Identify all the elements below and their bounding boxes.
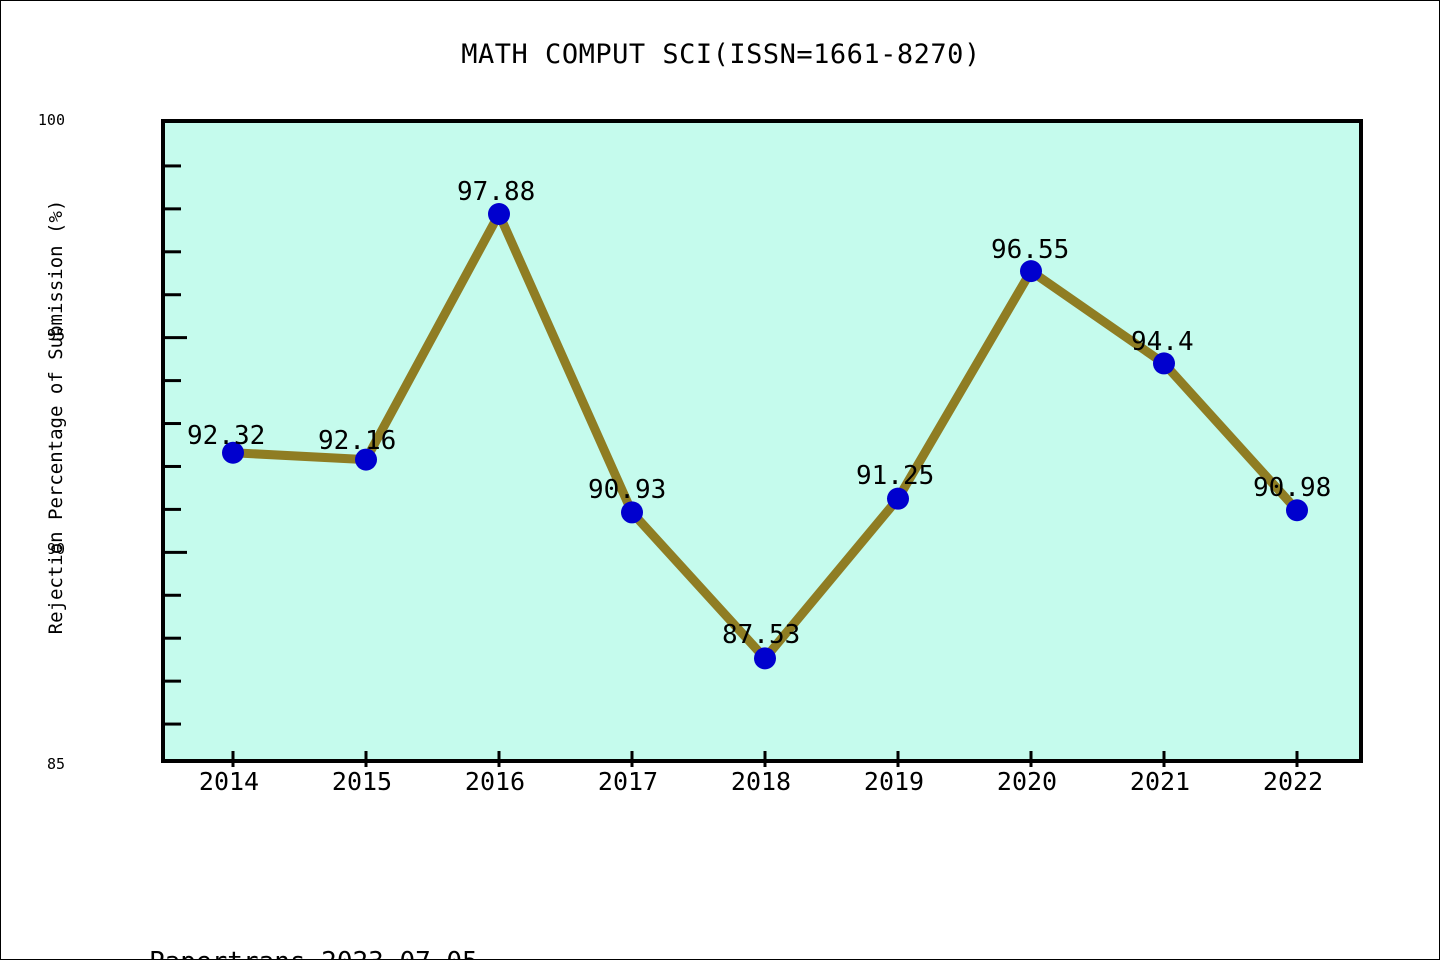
plot-area <box>161 119 1363 767</box>
y-major-ticks <box>165 336 187 554</box>
point-label-2017: 90.93 <box>588 475 667 505</box>
x-tick-label-2022: 2022 <box>1262 767 1324 796</box>
point-label-2022: 90.98 <box>1253 473 1332 503</box>
y-axis-title: Rejection Percentage of Submission (%) <box>45 199 67 635</box>
x-tick-label-2017: 2017 <box>597 767 659 796</box>
point-label-2021: 94.4 <box>1131 327 1194 357</box>
data-point-marker <box>1286 499 1308 522</box>
x-tick-label-2016: 2016 <box>464 767 526 796</box>
y-tick-label-95: 95 <box>46 326 65 344</box>
footer-date: Papertrans 2023-07-05 <box>149 937 478 959</box>
data-point-marker <box>1020 260 1042 283</box>
footer: Papertrans 2023-07-05 Copyright_02 <box>149 837 478 959</box>
data-point-marker <box>1153 352 1175 375</box>
data-point-marker <box>621 501 643 524</box>
x-tick-label-2018: 2018 <box>730 767 792 796</box>
point-label-2019: 91.25 <box>856 461 935 491</box>
data-point-marker <box>887 487 909 510</box>
series-markers <box>222 203 1308 670</box>
y-minor-ticks <box>165 164 181 726</box>
x-tick-label-2021: 2021 <box>1129 767 1191 796</box>
page-title: MATH COMPUT SCI(ISSN=1661-8270) <box>461 39 981 70</box>
data-point-marker <box>488 203 510 226</box>
point-label-2014: 92.32 <box>187 421 266 451</box>
data-point-marker <box>355 448 377 471</box>
series-canvas <box>165 164 1308 767</box>
x-tick-label-2015: 2015 <box>331 767 393 796</box>
y-tick-label-90: 90 <box>46 540 65 558</box>
point-label-2020: 96.55 <box>991 235 1070 265</box>
x-ticks <box>231 751 1299 767</box>
x-tick-label-2020: 2020 <box>996 767 1058 796</box>
y-tick-label-100: 100 <box>37 111 65 129</box>
data-point-marker <box>754 647 776 670</box>
point-label-2015: 92.16 <box>318 426 397 456</box>
point-label-2016: 97.88 <box>457 177 536 207</box>
data-point-marker <box>222 441 244 464</box>
x-tick-label-2019: 2019 <box>863 767 925 796</box>
point-label-2018: 87.53 <box>722 620 801 650</box>
y-tick-label-85: 85 <box>46 755 65 773</box>
x-tick-label-2014: 2014 <box>198 767 260 796</box>
